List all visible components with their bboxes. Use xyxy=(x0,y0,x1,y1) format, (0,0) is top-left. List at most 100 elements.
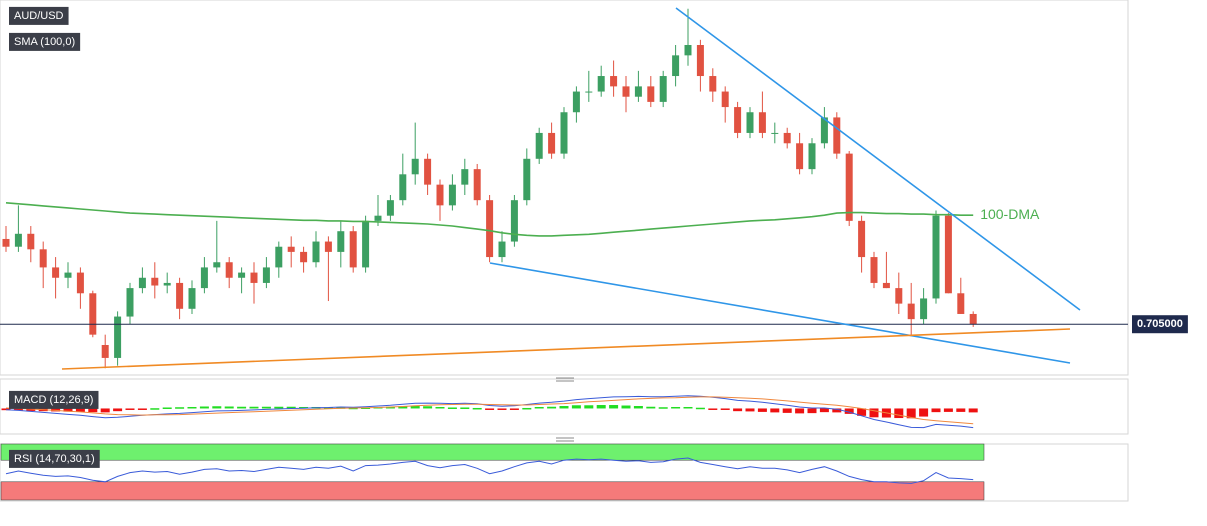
candle-body xyxy=(300,251,308,263)
candle-body xyxy=(399,174,407,201)
label-box xyxy=(9,32,81,51)
candle-body xyxy=(585,91,593,93)
candle-body xyxy=(76,272,84,294)
candle-body xyxy=(907,303,915,320)
candle-body xyxy=(672,55,680,77)
macd-histogram-bar xyxy=(472,407,482,410)
candle-body xyxy=(882,282,890,289)
candle-body xyxy=(411,158,419,175)
candle-body xyxy=(870,257,878,283)
candle-body xyxy=(696,45,704,77)
macd-histogram-bar xyxy=(88,408,98,413)
macd-histogram-bar xyxy=(757,408,767,412)
candle-body xyxy=(498,241,506,258)
candle-body xyxy=(14,233,22,247)
legend-label: MACD (12,26,9) xyxy=(14,394,93,406)
macd-histogram-bar xyxy=(844,408,854,414)
sma-line xyxy=(5,202,974,237)
candle-body xyxy=(461,169,469,185)
macd-histogram-bar xyxy=(819,408,829,413)
macd-histogram-bar xyxy=(733,408,743,412)
macd-histogram-bar xyxy=(435,406,445,409)
candle-body xyxy=(535,132,543,159)
candle-body xyxy=(783,132,791,144)
macd-histogram-bar xyxy=(745,408,755,412)
candle-body xyxy=(362,220,370,268)
macd-histogram-bar xyxy=(261,406,271,409)
macd-histogram-bar xyxy=(695,407,705,410)
macd-histogram-bar xyxy=(956,408,966,412)
candle-body xyxy=(89,293,97,335)
trend-lines xyxy=(61,7,1081,370)
macd-histogram-bar xyxy=(447,407,457,409)
candle-body xyxy=(27,233,35,250)
candle-body xyxy=(510,200,518,242)
candle-body xyxy=(610,76,618,87)
candle-body xyxy=(225,262,233,278)
legend-label: AUD/USD xyxy=(14,10,64,22)
macd-histogram-bar xyxy=(559,406,569,409)
candle-body xyxy=(386,200,394,216)
macd-histogram-bar xyxy=(534,406,544,409)
macd-histogram-bar xyxy=(931,408,941,413)
candle-body xyxy=(734,107,742,133)
candle-body xyxy=(436,184,444,206)
signal-line xyxy=(5,396,974,425)
macd-histogram-bar xyxy=(857,408,867,416)
candle-body xyxy=(2,238,10,247)
label-box xyxy=(9,390,99,409)
macd-histogram-bar xyxy=(361,407,371,409)
macd-histogram-bar xyxy=(596,405,606,409)
candle-body xyxy=(101,345,109,358)
labels: 100-DMA 0.705000 AUD/USD SMA (100,0) MACD (1… xyxy=(9,6,1188,468)
macd-histogram-bar xyxy=(137,408,147,410)
macd-histogram-bar xyxy=(162,407,172,409)
macd-histogram-bar xyxy=(175,407,185,409)
macd-histogram-bar xyxy=(584,405,594,409)
candle-body xyxy=(52,267,60,278)
macd-histogram-bar xyxy=(522,407,532,410)
candle-body xyxy=(597,76,605,92)
marks xyxy=(0,8,1128,484)
macd-histogram-bar xyxy=(286,406,296,409)
macd-histogram-bar xyxy=(509,408,519,410)
macd-histogram-bar xyxy=(249,406,259,409)
candle-body xyxy=(213,262,221,268)
candle-body xyxy=(758,112,766,133)
macd-histogram-bar xyxy=(894,408,904,419)
rsi-bands xyxy=(0,443,985,501)
panel-handles xyxy=(556,377,574,442)
legend-label: SMA (100,0) xyxy=(14,36,75,48)
candle-body xyxy=(560,112,568,154)
candle-body xyxy=(349,231,357,268)
trend-line xyxy=(489,262,1071,364)
candle-body xyxy=(622,86,630,97)
candle-body xyxy=(151,277,159,286)
candle-body xyxy=(771,132,779,134)
trend-line xyxy=(61,328,1071,370)
macd-histogram-bar xyxy=(571,405,581,409)
candle-body xyxy=(200,267,208,289)
label-box xyxy=(9,449,100,468)
rsi-line xyxy=(5,457,974,484)
macd-histogram-bar xyxy=(919,408,929,417)
candle-body xyxy=(808,143,816,170)
oversold-zone xyxy=(0,481,985,501)
macd-line xyxy=(5,395,974,429)
trend-line xyxy=(675,7,1081,311)
candle-body xyxy=(796,143,804,170)
macd-histogram-bar xyxy=(26,408,36,411)
candle-body xyxy=(746,112,754,133)
sma-annotation: 100-DMA xyxy=(980,206,1040,222)
macd-histogram-bar xyxy=(485,408,495,410)
label-box xyxy=(9,6,69,25)
macd-histogram-bar xyxy=(807,408,817,414)
candle-body xyxy=(969,313,977,325)
macd-histogram-bar xyxy=(199,406,209,409)
macd-histogram-bar xyxy=(671,406,681,409)
legend-label: RSI (14,70,30,1) xyxy=(14,453,95,465)
macd-histogram-bar xyxy=(1,408,11,411)
macd-histogram-bar xyxy=(497,408,507,410)
candle-body xyxy=(312,241,320,263)
macd-histogram-bar xyxy=(869,408,879,418)
